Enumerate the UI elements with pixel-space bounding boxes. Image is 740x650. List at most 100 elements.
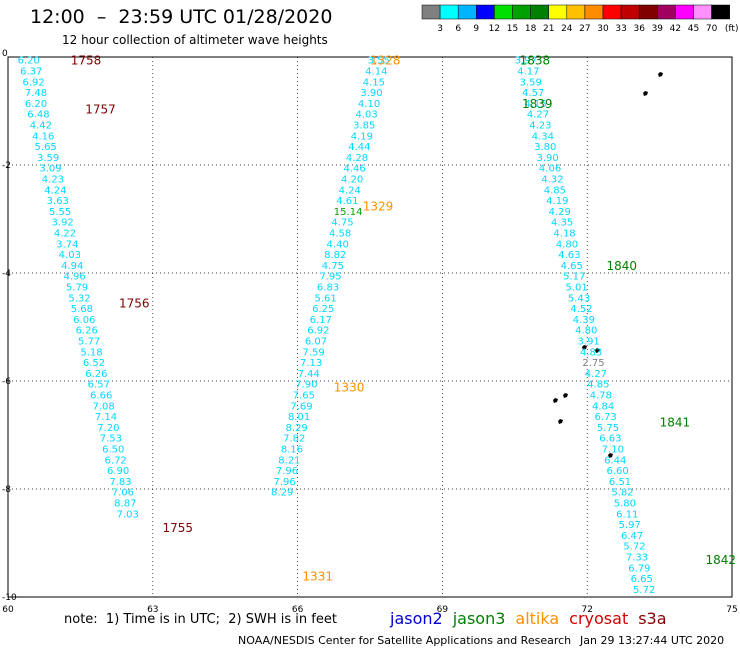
legend-entry-jason3: jason3	[452, 609, 506, 628]
y-tick-label: -8	[2, 485, 11, 495]
swh-value: 5.72	[633, 585, 655, 596]
swh-value: 6.92	[307, 326, 329, 337]
swh-value: 4.35	[551, 218, 573, 229]
swh-value: 4.58	[329, 229, 351, 240]
swh-value: 4.57	[522, 88, 544, 99]
colorbar-tick-label: 21	[543, 24, 554, 34]
pass-time-label: 1839	[522, 97, 553, 111]
swh-value: 7.59	[302, 347, 324, 358]
swh-value: 3.92	[51, 218, 73, 229]
swh-value: 4.75	[331, 218, 353, 229]
swh-value: 3.74	[56, 239, 78, 250]
swh-value: 3.97	[515, 56, 537, 67]
swh-value: 7.08	[92, 401, 114, 412]
map-subtitle: 12 hour collection of altimeter wave hei…	[62, 33, 328, 47]
colorbar-tick-label: 30	[597, 24, 609, 34]
swh-value: 4.85	[587, 380, 609, 391]
swh-value: 4.42	[30, 121, 52, 132]
swh-value: 4.32	[541, 175, 563, 186]
pass-time-label: 1756	[119, 297, 150, 311]
x-tick-label: 72	[581, 605, 592, 615]
swh-value: 4.34	[532, 131, 554, 142]
x-tick-label: 66	[292, 605, 304, 615]
pass-time-label: 1842	[705, 553, 736, 567]
swh-value: 3.90	[360, 88, 382, 99]
swh-value: 6.11	[616, 509, 638, 520]
pass-time-label: 1331	[302, 569, 333, 583]
swh-value: 5.55	[49, 207, 71, 218]
swh-value: 6.44	[604, 455, 626, 466]
swh-value: 7.20	[97, 423, 119, 434]
island-shape	[553, 398, 558, 403]
swh-value: 8.29	[271, 488, 293, 499]
satellite-legend: jason2 jason3 altika cryosat s3a	[390, 609, 677, 628]
swh-value: 4.28	[346, 153, 368, 164]
legend-entry-s3a: s3a	[638, 609, 667, 628]
swh-value: 5.72	[623, 542, 645, 553]
swh-value: 7.10	[602, 445, 624, 456]
swh-value: 15.14	[334, 207, 363, 218]
y-tick-label: 0	[2, 49, 8, 59]
swh-value: 3.80	[534, 142, 556, 153]
swh-value: 8.82	[324, 250, 346, 261]
swh-value: 4.44	[348, 142, 370, 153]
island-shape	[582, 345, 587, 350]
colorbar-tick-label: 33	[615, 24, 626, 34]
pass-time-label: 1758	[71, 54, 102, 68]
swh-value: 8.21	[278, 455, 300, 466]
colorbar-tick-label: 6	[455, 24, 461, 34]
swh-value: 6.20	[18, 56, 40, 67]
swh-value: 3.59	[520, 77, 542, 88]
swh-value: 4.84	[592, 401, 614, 412]
swh-value: 6.50	[102, 445, 124, 456]
pass-time-label: 1841	[660, 416, 691, 430]
swh-value: 5.01	[565, 283, 587, 294]
swh-value: 7.90	[295, 380, 317, 391]
swh-value: 4.15	[524, 99, 546, 110]
island-shape	[608, 453, 613, 458]
legend-entry-altika: altika	[515, 609, 560, 628]
swh-value: 6.37	[20, 67, 42, 78]
island-shape	[595, 348, 600, 353]
swh-value: 3.85	[353, 121, 375, 132]
pass-time-label: 1755	[162, 521, 193, 535]
swh-value: 6.72	[105, 455, 127, 466]
swh-value: 4.17	[517, 67, 539, 78]
pass-time-label: 1757	[85, 102, 116, 116]
colorbar-tick-label: 39	[652, 24, 664, 34]
swh-value: 4.06	[539, 164, 561, 175]
swh-value: 4.15	[363, 77, 385, 88]
island-shape	[658, 72, 663, 77]
swh-value: 7.83	[109, 477, 131, 488]
swh-value: 6.51	[609, 477, 631, 488]
y-tick-label: -2	[2, 161, 11, 171]
swh-value: 7.82	[283, 434, 305, 445]
colorbar-unit: (ft)	[725, 24, 739, 34]
pass-time-label: 1329	[363, 200, 394, 214]
swh-value: 4.14	[365, 67, 387, 78]
x-tick-label: 69	[437, 605, 449, 615]
swh-value: 5.65	[35, 142, 57, 153]
x-tick-label: 60	[2, 605, 14, 615]
swh-value: 4.83	[580, 347, 602, 358]
swh-value: 4.80	[556, 239, 578, 250]
map-frame	[7, 56, 733, 598]
legend-entry-cryosat: cryosat	[569, 609, 629, 628]
x-tick-label: 75	[726, 605, 737, 615]
swh-value: 4.39	[573, 315, 595, 326]
swh-value: 7.44	[298, 369, 320, 380]
colorbar-tick-label: 42	[670, 24, 681, 34]
swh-value: 6.66	[90, 391, 112, 402]
island-shape	[643, 91, 648, 96]
swh-value: 4.94	[61, 261, 83, 272]
swh-value: 4.27	[585, 369, 607, 380]
swh-value: 3.55	[368, 56, 390, 67]
colorbar-tick-label: 3	[437, 24, 443, 34]
swh-value: 6.06	[73, 315, 95, 326]
swh-value: 4.29	[549, 207, 571, 218]
swh-value: 4.03	[59, 250, 81, 261]
swh-value: 6.52	[83, 358, 105, 369]
swh-value: 8.16	[281, 445, 303, 456]
swh-value: 6.17	[310, 315, 332, 326]
